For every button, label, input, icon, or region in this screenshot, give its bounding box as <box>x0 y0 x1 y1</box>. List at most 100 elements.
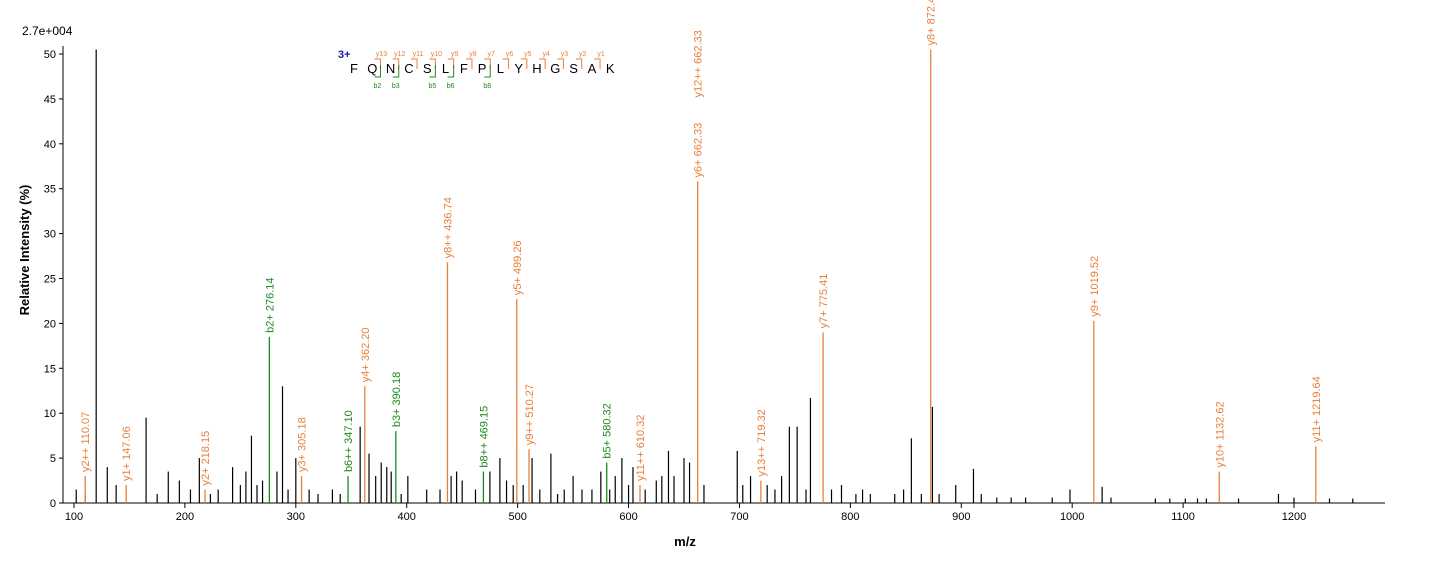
y-ion-index-label: y9 <box>451 51 459 58</box>
b-ion-index-label: b8 <box>483 83 491 90</box>
peak-series <box>75 49 1354 503</box>
sequence-residue: C <box>404 61 413 76</box>
b-ion-cleavage-mark <box>447 65 455 78</box>
peak-annotation-label: y8+ 872.46 <box>926 0 938 46</box>
y-tick-label: 5 <box>50 453 56 465</box>
y-tick-label: 50 <box>44 49 56 61</box>
sequence-residue: S <box>423 61 432 76</box>
y-ion-cleavage-mark <box>411 58 418 69</box>
sequence-residue: A <box>588 61 597 76</box>
y-ion-cleavage-mark <box>575 58 583 69</box>
y-ion-index-label: y8 <box>469 51 477 58</box>
sequence-residue: Q <box>367 61 377 76</box>
b-ion-cleavage-mark <box>429 65 436 78</box>
y-tick-label: 15 <box>44 363 56 375</box>
sequence-residue: F <box>350 61 358 76</box>
peak-annotation-label: y8++ 436.74 <box>442 197 454 258</box>
y-tick-label: 25 <box>44 274 56 286</box>
sequence-residue: P <box>478 61 487 76</box>
peak-annotation-label: b3+ 390.18 <box>391 372 403 427</box>
peak-annotation-label: y2+ 218.15 <box>200 431 212 486</box>
x-tick-label: 1200 <box>1282 511 1306 523</box>
y-ion-cleavage-mark <box>539 58 546 69</box>
peak-annotation-label: y7+ 775.41 <box>818 274 830 329</box>
y-ion-index-label: y12 <box>394 51 405 58</box>
y-tick-label: 0 <box>50 498 56 510</box>
y-ion-cleavage-mark <box>465 58 473 69</box>
y-ion-index-label: y10 <box>431 51 442 58</box>
y-tick-label: 10 <box>44 408 56 420</box>
y-tick-label: 45 <box>44 94 56 106</box>
sequence-residue: S <box>569 61 578 76</box>
peak-annotation-label: y13++ 719.32 <box>756 409 768 476</box>
annotated-peak-series: y2++ 110.07 y1+ 147.06 y2+ 218.15 b2+ 276.1… <box>80 0 1323 503</box>
peak-annotation-label: b8++ 469.15 <box>478 406 490 468</box>
y-ion-index-label: y6 <box>506 51 514 58</box>
sequence-residue: N <box>386 61 395 76</box>
x-tick-label: 1000 <box>1060 511 1084 523</box>
sequence-residue: L <box>442 61 449 76</box>
y-tick-label: 20 <box>44 318 56 330</box>
peak-annotation-label: y1+ 147.06 <box>121 426 133 481</box>
peak-annotation-label: y5+ 499.26 <box>512 240 524 295</box>
b-ion-cleavage-mark <box>484 65 491 78</box>
peak-annotation-label: y11++ 610.32 <box>635 415 647 481</box>
charge-state-label: 3+ <box>338 49 351 61</box>
y-ion-index-label: y13 <box>376 51 387 58</box>
x-tick-label: 500 <box>508 511 526 523</box>
y-ion-index-label: y11 <box>413 51 424 58</box>
peak-annotation-label: b6++ 347.10 <box>343 410 355 472</box>
y-tick-label: 40 <box>44 139 56 151</box>
chart-frame <box>62 46 1385 504</box>
x-tick-label: 200 <box>176 511 194 523</box>
y-ion-index-label: y3 <box>561 51 569 58</box>
x-tick-label: 300 <box>287 511 305 523</box>
y-ion-index-label: y5 <box>524 51 532 58</box>
b-ion-index-label: b2 <box>374 83 382 90</box>
y-axis-ticks: 0 5 10 15 20 25 30 35 40 45 50 <box>44 49 63 510</box>
sequence-residue: K <box>606 61 615 76</box>
x-tick-label: 600 <box>619 511 637 523</box>
peak-annotation-label: y3+ 305.18 <box>297 417 309 472</box>
y-ion-cleavage-mark <box>520 58 528 69</box>
y-tick-label: 30 <box>44 229 56 241</box>
intensity-scale-label: 2.7e+004 <box>22 24 73 38</box>
peak-annotation-label: y4+ 362.20 <box>360 328 372 383</box>
y-ion-cleavage-mark <box>557 58 564 69</box>
x-tick-label: 900 <box>952 511 970 523</box>
b-ion-index-label: b6 <box>447 83 455 90</box>
peak-annotation-label: y6+ 662.33 <box>693 123 705 178</box>
sequence-residue: H <box>532 61 541 76</box>
sequence-residue: G <box>550 61 560 76</box>
peak-annotation-label: y9+ 1019.52 <box>1089 256 1101 317</box>
x-axis-ticks: 100 200 300 400 500 600 700 800 900 1000 1100 1200 <box>65 503 1306 523</box>
peak-annotation-label: y2++ 110.07 <box>80 412 92 472</box>
x-tick-label: 400 <box>398 511 416 523</box>
y-ion-index-label: y1 <box>597 51 605 58</box>
y-axis-label: Relative Intensity (%) <box>17 185 32 316</box>
y-ion-cleavage-mark <box>594 58 601 69</box>
sequence-residue: F <box>460 61 468 76</box>
b-ion-cleavage-mark <box>392 65 400 78</box>
y-ion-index-label: y4 <box>542 51 550 58</box>
peak-annotation-label: y9++ 510.27 <box>524 384 536 445</box>
sequence-residue: Y <box>514 61 523 76</box>
y-ion-index-label: y7 <box>488 51 496 58</box>
x-axis-label: m/z <box>674 534 696 549</box>
y-ion-index-label: y2 <box>579 51 587 58</box>
peak-annotation-label: b2+ 276.14 <box>264 277 276 332</box>
x-tick-label: 100 <box>65 511 83 523</box>
sequence-residue: L <box>497 61 504 76</box>
peak-annotation-label: y11+ 1219.64 <box>1311 376 1323 442</box>
peak-annotation-label: y12++ 662.33 <box>693 30 705 97</box>
b-ion-cleavage-mark <box>374 65 381 78</box>
peak-annotation-label: b5+ 580.32 <box>602 403 614 458</box>
b-ion-index-label: b5 <box>428 83 436 90</box>
x-tick-label: 800 <box>841 511 859 523</box>
x-tick-label: 700 <box>730 511 748 523</box>
peak-annotation-label: y10+ 1132.62 <box>1214 401 1226 467</box>
y-tick-label: 35 <box>44 184 56 196</box>
y-ion-cleavage-mark <box>502 58 510 69</box>
